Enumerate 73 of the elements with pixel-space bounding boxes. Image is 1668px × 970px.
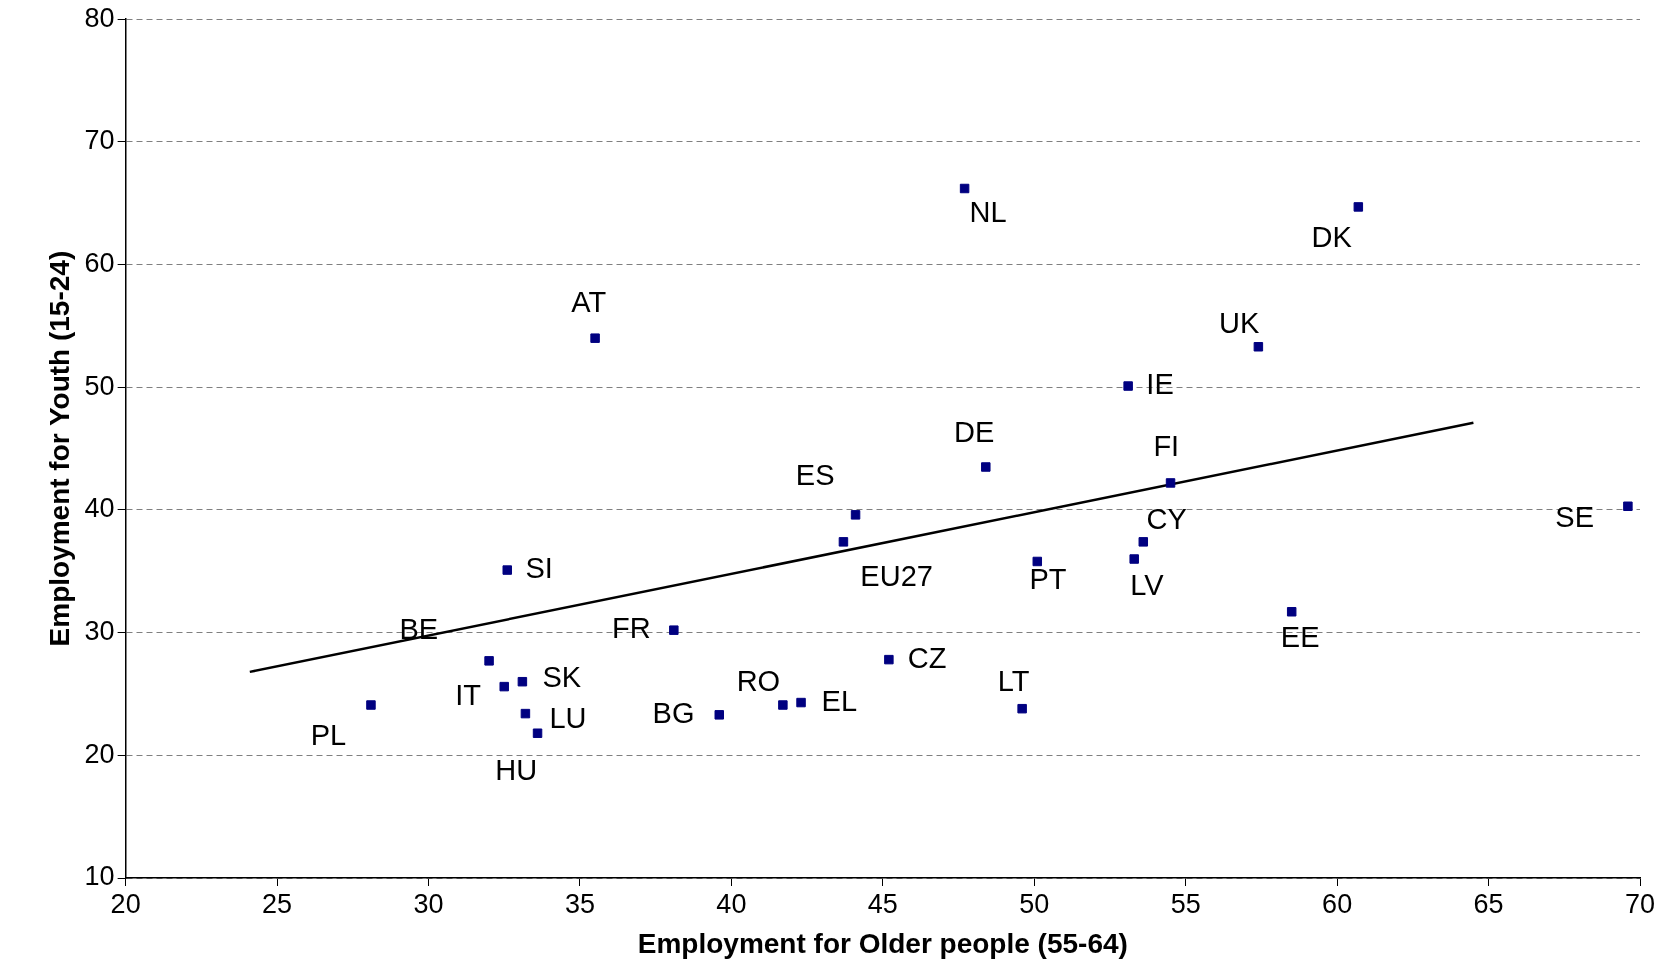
- x-tick-label: 55: [1170, 888, 1201, 919]
- annotation: FR: [611, 612, 651, 645]
- annotation: AT: [571, 286, 607, 319]
- x-tick-label: 40: [716, 888, 747, 919]
- y-tick-label: 30: [84, 616, 115, 647]
- x-tick-label: 45: [867, 888, 898, 919]
- point: [1032, 556, 1043, 567]
- x-tick-label: 30: [413, 888, 444, 919]
- y-tick-label: 20: [84, 738, 115, 769]
- point: [499, 681, 509, 692]
- point: [850, 510, 861, 520]
- point: [981, 462, 991, 472]
- annotation: UK: [1219, 307, 1261, 340]
- point: [669, 625, 679, 635]
- point: [714, 710, 725, 720]
- annotation: SK: [542, 660, 582, 693]
- annotation: LT: [997, 665, 1030, 698]
- y-tick-label: 50: [84, 370, 115, 401]
- x-tick-label: 25: [262, 888, 293, 919]
- point: [484, 656, 494, 666]
- annotation: BE: [399, 613, 439, 646]
- x-tick-label: 70: [1624, 888, 1656, 919]
- annotation: SE: [1555, 501, 1595, 534]
- point: [884, 654, 894, 665]
- x-tick-label: 35: [564, 888, 595, 919]
- x-tick-label: 60: [1322, 888, 1353, 919]
- point: [959, 183, 970, 194]
- annotation: FI: [1153, 429, 1180, 462]
- annotation: HU: [495, 753, 538, 786]
- y-axis-title: Employment for Youth (15-24): [43, 250, 75, 647]
- point: [590, 333, 600, 343]
- point: [520, 708, 531, 719]
- point: [1165, 478, 1176, 488]
- point: [366, 700, 376, 710]
- point: [1017, 703, 1027, 714]
- y-tick-label: 80: [84, 2, 115, 33]
- point: [1253, 342, 1264, 352]
- annotation: PT: [1029, 562, 1067, 595]
- point: [502, 565, 512, 575]
- annotation: EU27: [860, 560, 933, 593]
- annotation: NL: [969, 196, 1007, 229]
- x-axis-title: Employment for Older people (55-64): [637, 927, 1128, 959]
- annotation: CY: [1146, 502, 1187, 535]
- annotation: CZ: [907, 641, 947, 674]
- point: [838, 537, 849, 547]
- annotation: EL: [821, 684, 858, 717]
- annotation: IT: [455, 679, 482, 712]
- annotation: BG: [652, 696, 695, 729]
- point: [1123, 381, 1133, 391]
- point: [1286, 607, 1297, 617]
- annotation: PL: [310, 718, 347, 751]
- point: [517, 676, 528, 687]
- y-tick-label: 60: [84, 248, 115, 279]
- annotation: DE: [953, 416, 995, 449]
- y-tick-label: 40: [84, 493, 115, 524]
- point: [1138, 537, 1149, 547]
- annotation: EE: [1280, 621, 1320, 654]
- annotation: SI: [525, 552, 553, 585]
- annotation: DK: [1311, 220, 1353, 253]
- point: [1129, 554, 1139, 564]
- point: [796, 697, 806, 708]
- point: [1623, 501, 1633, 512]
- annotation: ES: [795, 458, 835, 491]
- x-tick-label: 65: [1473, 888, 1504, 919]
- y-tick-label: 70: [84, 125, 115, 156]
- point: [532, 728, 543, 738]
- x-tick-label: 50: [1019, 888, 1050, 919]
- annotation: LV: [1130, 568, 1165, 601]
- annotation: IE: [1146, 368, 1174, 401]
- point: [1353, 202, 1364, 212]
- annotation: RO: [736, 664, 781, 697]
- annotation: LU: [549, 701, 587, 734]
- point: [778, 700, 788, 710]
